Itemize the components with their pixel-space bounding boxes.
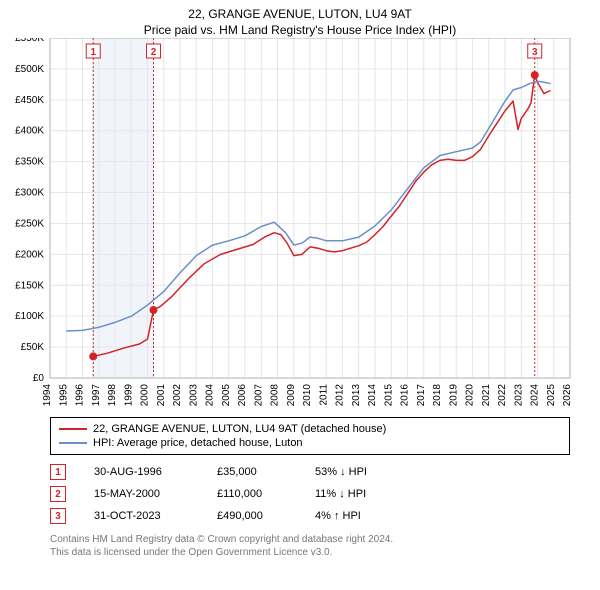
- svg-text:£50K: £50K: [21, 342, 45, 353]
- transaction-delta: 4% ↑ HPI: [315, 510, 405, 522]
- svg-text:£450K: £450K: [15, 95, 44, 106]
- svg-text:2022: 2022: [497, 384, 508, 407]
- svg-text:2012: 2012: [335, 384, 346, 407]
- transaction-price: £35,000: [217, 466, 287, 478]
- svg-text:2006: 2006: [237, 384, 248, 407]
- legend-swatch-hpi: [59, 442, 87, 444]
- svg-text:1: 1: [90, 47, 96, 58]
- transaction-price: £110,000: [217, 488, 287, 500]
- transaction-row: 3 31-OCT-2023 £490,000 4% ↑ HPI: [50, 505, 570, 527]
- price-chart-svg: £0 £50K £100K £150K £200K £250K £300K £350K £400…: [0, 38, 600, 408]
- transaction-date: 30-AUG-1996: [94, 466, 189, 478]
- transaction-date: 31-OCT-2023: [94, 510, 189, 522]
- svg-text:2005: 2005: [221, 384, 232, 407]
- svg-text:2007: 2007: [253, 384, 264, 407]
- svg-text:2011: 2011: [318, 384, 329, 406]
- svg-text:2016: 2016: [400, 384, 411, 407]
- svg-text:£550K: £550K: [15, 38, 44, 44]
- svg-text:1995: 1995: [58, 384, 69, 407]
- svg-text:1998: 1998: [107, 384, 118, 407]
- transaction-delta: 53% ↓ HPI: [315, 466, 405, 478]
- transaction-price: £490,000: [217, 510, 287, 522]
- attribution-footer: Contains HM Land Registry data © Crown c…: [50, 533, 570, 559]
- svg-text:2002: 2002: [172, 384, 183, 407]
- svg-text:£0: £0: [33, 373, 45, 384]
- transactions-table: 1 30-AUG-1996 £35,000 53% ↓ HPI 2 15-MAY…: [50, 461, 570, 527]
- chart-title-block: 22, GRANGE AVENUE, LUTON, LU4 9AT Price …: [0, 0, 600, 38]
- svg-text:2026: 2026: [562, 384, 573, 407]
- svg-text:2: 2: [151, 47, 157, 58]
- transaction-row: 2 15-MAY-2000 £110,000 11% ↓ HPI: [50, 483, 570, 505]
- legend-swatch-price-paid: [59, 428, 87, 430]
- svg-text:£300K: £300K: [15, 188, 44, 199]
- title-line-2: Price paid vs. HM Land Registry's House …: [0, 22, 600, 38]
- svg-text:£400K: £400K: [15, 126, 44, 137]
- svg-text:2008: 2008: [270, 384, 281, 407]
- svg-text:2003: 2003: [188, 384, 199, 407]
- legend-label-hpi: HPI: Average price, detached house, Luto…: [93, 437, 303, 449]
- svg-text:£500K: £500K: [15, 64, 44, 75]
- svg-text:2013: 2013: [351, 384, 362, 407]
- svg-text:2001: 2001: [156, 384, 167, 407]
- svg-text:£200K: £200K: [15, 250, 44, 261]
- legend-row-price-paid: 22, GRANGE AVENUE, LUTON, LU4 9AT (detac…: [59, 422, 561, 436]
- svg-text:2024: 2024: [530, 384, 541, 407]
- transaction-marker: 3: [50, 508, 66, 524]
- svg-text:2009: 2009: [286, 384, 297, 407]
- svg-text:1997: 1997: [91, 384, 102, 407]
- transaction-delta: 11% ↓ HPI: [315, 488, 405, 500]
- svg-text:2000: 2000: [140, 384, 151, 407]
- legend-label-price-paid: 22, GRANGE AVENUE, LUTON, LU4 9AT (detac…: [93, 423, 386, 435]
- svg-text:1999: 1999: [123, 384, 134, 407]
- svg-text:£350K: £350K: [15, 157, 44, 168]
- chart-container: £0 £50K £100K £150K £200K £250K £300K £350K £400…: [0, 38, 600, 413]
- svg-text:2015: 2015: [383, 384, 394, 407]
- svg-text:2010: 2010: [302, 384, 313, 407]
- svg-text:2025: 2025: [546, 384, 557, 407]
- svg-text:2021: 2021: [481, 384, 492, 407]
- svg-text:2019: 2019: [448, 384, 459, 407]
- footer-line-2: This data is licensed under the Open Gov…: [50, 546, 570, 559]
- svg-text:£250K: £250K: [15, 219, 44, 230]
- legend-box: 22, GRANGE AVENUE, LUTON, LU4 9AT (detac…: [50, 417, 570, 455]
- svg-text:3: 3: [532, 47, 538, 58]
- svg-text:1996: 1996: [75, 384, 86, 407]
- svg-text:2020: 2020: [465, 384, 476, 407]
- svg-text:£150K: £150K: [15, 281, 44, 292]
- svg-text:£100K: £100K: [15, 312, 44, 323]
- title-line-1: 22, GRANGE AVENUE, LUTON, LU4 9AT: [0, 6, 600, 22]
- legend-row-hpi: HPI: Average price, detached house, Luto…: [59, 436, 561, 450]
- svg-text:2017: 2017: [416, 384, 427, 407]
- transaction-date: 15-MAY-2000: [94, 488, 189, 500]
- transaction-marker: 2: [50, 486, 66, 502]
- svg-text:1994: 1994: [42, 384, 53, 407]
- transaction-marker: 1: [50, 464, 66, 480]
- svg-text:2018: 2018: [432, 384, 443, 407]
- svg-text:2023: 2023: [513, 384, 524, 407]
- svg-text:2004: 2004: [205, 384, 216, 407]
- footer-line-1: Contains HM Land Registry data © Crown c…: [50, 533, 570, 546]
- svg-text:2014: 2014: [367, 384, 378, 407]
- transaction-row: 1 30-AUG-1996 £35,000 53% ↓ HPI: [50, 461, 570, 483]
